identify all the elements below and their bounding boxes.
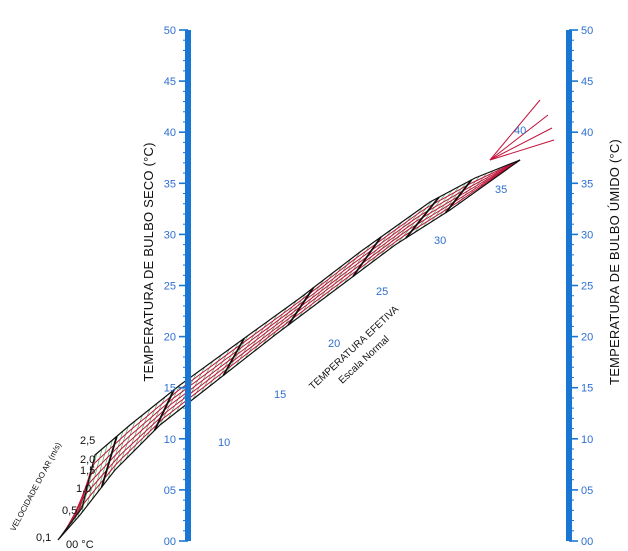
right-axis-tick-label: 05 — [581, 485, 593, 497]
effective-temperature-line — [352, 236, 382, 278]
effective-temperature-line — [405, 196, 440, 239]
right-axis-tick-label: 35 — [581, 178, 593, 190]
right-axis-title: TEMPERATURA DE BULBO ÚMIDO (°C) — [607, 139, 622, 385]
nomogram-band — [57, 99, 555, 541]
velocity-line — [489, 114, 549, 161]
velocity-scale: VELOCIDADE DO AR (m/s) 0,1 0,5 1,0 1,5 2… — [9, 435, 96, 551]
velocity-label-0-5: 0,5 — [62, 505, 77, 517]
effective-temperature-line — [222, 337, 245, 376]
effective-temperature-line — [100, 436, 118, 488]
left-axis-tick-label: 35 — [164, 178, 176, 190]
left-axis-tick-label: 30 — [164, 229, 176, 241]
left-axis-tick-label: 20 — [164, 332, 176, 344]
velocity-line — [489, 99, 541, 161]
right-axis-tick-label: 10 — [581, 434, 593, 446]
right-axis-tick-label: 45 — [581, 76, 593, 88]
et-label-35: 35 — [495, 184, 507, 196]
left-axis: 00 05 10 15 20 25 30 35 40 45 50 TEMPERATURA DE BU… — [141, 25, 191, 548]
et-label-30: 30 — [434, 235, 446, 247]
left-axis-tick-label: 05 — [164, 485, 176, 497]
et-label-40: 40 — [514, 125, 526, 137]
velocity-label-0-1: 0,1 — [36, 532, 51, 544]
right-axis-tick-label: 25 — [581, 281, 593, 293]
left-axis-tick-label: 25 — [164, 281, 176, 293]
velocity-line — [77, 159, 521, 514]
right-axis: 00 05 10 15 20 25 30 35 40 45 50 TEMPERATURA DE BU… — [566, 25, 622, 548]
effective-temperature-line — [153, 389, 175, 431]
left-axis-tick-label: 15 — [164, 383, 176, 395]
et-label-10: 10 — [218, 437, 230, 449]
left-axis-tick-label: 10 — [164, 434, 176, 446]
left-axis-ticks: 00 05 10 15 20 25 30 35 40 45 50 — [164, 25, 188, 548]
velocity-lines — [61, 99, 555, 535]
et-label-15: 15 — [274, 389, 286, 401]
right-axis-tick-label: 50 — [581, 25, 593, 37]
velocity-label-2-0: 2,0 — [80, 454, 95, 466]
velocity-line — [61, 159, 521, 535]
et-label-25: 25 — [376, 286, 388, 298]
left-axis-tick-label: 45 — [164, 76, 176, 88]
effective-temperature-line — [444, 179, 473, 214]
right-axis-tick-label: 00 — [581, 536, 593, 548]
band-grid-lines — [57, 162, 514, 541]
velocity-line — [69, 159, 521, 525]
effective-temperature-line — [287, 287, 314, 326]
effective-temperature-scale: 10 15 20 25 30 35 40 TEMPERATURA EFETIVA… — [218, 125, 526, 449]
right-axis-tick-label: 30 — [581, 229, 593, 241]
right-axis-tick-label: 15 — [581, 383, 593, 395]
band-outline — [57, 159, 521, 541]
velocity-line — [73, 159, 521, 519]
effective-temperature-title: TEMPERATURA EFETIVA — [307, 304, 401, 393]
velocity-line — [65, 159, 521, 530]
velocity-label-1-5: 1,5 — [80, 465, 95, 477]
right-axis-tick-label: 40 — [581, 127, 593, 139]
left-axis-tick-label: 40 — [164, 127, 176, 139]
right-axis-ticks: 00 05 10 15 20 25 30 35 40 45 50 — [569, 25, 593, 548]
left-axis-tick-label: 50 — [164, 25, 176, 37]
velocity-line — [489, 139, 555, 161]
velocity-line — [489, 127, 553, 161]
left-axis-tick-label: 00 — [164, 536, 176, 548]
velocity-label-2-5: 2,5 — [80, 435, 95, 447]
left-axis-title: TEMPERATURA DE BULBO SECO (°C) — [141, 142, 156, 381]
et-label-20: 20 — [328, 338, 340, 350]
velocity-zero-label: 00 °C — [66, 539, 94, 551]
velocity-scale-title: VELOCIDADE DO AR (m/s) — [9, 441, 64, 533]
velocity-label-1-0: 1,0 — [76, 483, 91, 495]
effective-temperature-lines — [100, 179, 473, 488]
right-axis-tick-label: 20 — [581, 332, 593, 344]
